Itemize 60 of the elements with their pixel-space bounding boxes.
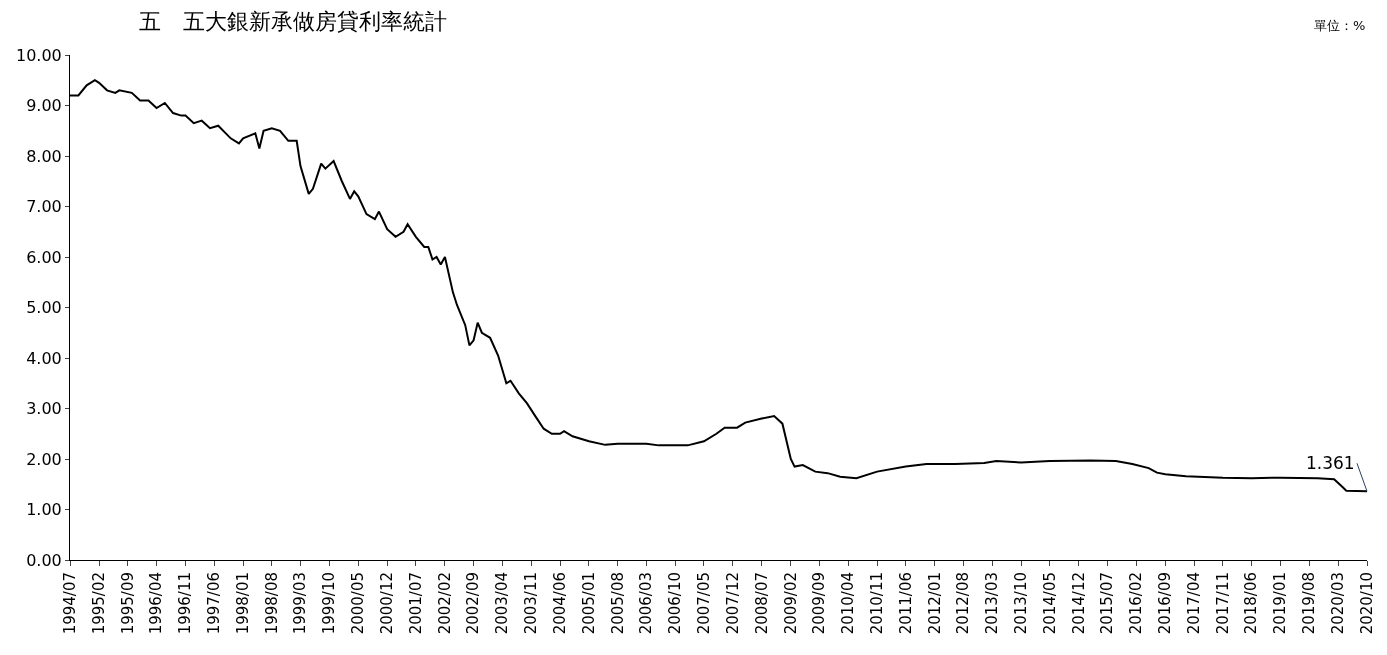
x-tick-label: 2004/06: [550, 572, 569, 635]
y-tick-label: 2.00: [26, 449, 62, 469]
y-tick-label: 3.00: [26, 399, 62, 419]
x-tick-label: 2003/04: [493, 572, 512, 635]
x-tick-label: 2014/05: [1040, 572, 1059, 635]
y-tick-label: 8.00: [26, 146, 62, 166]
x-tick-label: 2006/03: [637, 572, 656, 635]
x-tick-label: 1996/11: [176, 572, 195, 635]
chart-title: 五 五大銀新承做房貸利率統計: [138, 8, 447, 34]
x-tick-label: 2017/04: [1184, 572, 1203, 635]
x-tick-label: 2000/05: [349, 572, 368, 635]
x-tick-label: 2018/06: [1242, 572, 1261, 635]
y-tick-label: 4.00: [26, 348, 62, 368]
x-tick-label: 2005/01: [579, 572, 598, 635]
x-tick-label: 2013/03: [983, 572, 1002, 635]
x-tick-label: 1997/06: [205, 572, 224, 635]
annotation: 1.361: [1306, 453, 1355, 473]
x-tick-label: 2002/09: [464, 572, 483, 635]
x-tick-label: 2003/11: [522, 572, 541, 635]
y-tick-label: 9.00: [26, 96, 62, 116]
x-tick-label: 2016/02: [1127, 572, 1146, 635]
y-tick-label: 0.00: [26, 550, 62, 570]
x-tick-label: 2008/07: [752, 572, 771, 635]
x-tick-label: 2019/08: [1300, 572, 1319, 635]
x-tick-label: 2012/01: [925, 572, 944, 635]
x-tick-label: 1995/02: [89, 572, 108, 635]
y-tick-label: 1.00: [26, 500, 62, 520]
x-tick-label: 2006/10: [666, 572, 685, 635]
y-tick-label: 7.00: [26, 197, 62, 217]
x-tick-label: 2007/12: [723, 572, 742, 635]
x-tick-label: 1999/10: [320, 572, 339, 635]
x-tick-label: 2005/08: [608, 572, 627, 635]
x-tick-label: 2009/02: [781, 572, 800, 635]
x-tick-label: 2007/05: [694, 572, 713, 635]
x-tick-label: 1998/01: [234, 572, 253, 635]
x-tick-label: 2015/07: [1098, 572, 1117, 635]
text: 單位：%: [1314, 18, 1366, 33]
x-tick-label: 2020/10: [1357, 572, 1376, 635]
x-tick-label: 2009/09: [810, 572, 829, 635]
x-tick-label: 2000/12: [378, 572, 397, 635]
y-tick-label: 10.00: [15, 45, 62, 65]
x-tick-label: 2010/11: [867, 572, 886, 635]
x-tick-label: 2011/06: [896, 572, 915, 635]
x-tick-label: 1995/09: [118, 572, 137, 635]
x-tick-label: 2014/12: [1069, 572, 1088, 635]
x-tick-label: 2013/10: [1012, 572, 1031, 635]
x-tick-label: 2019/01: [1271, 572, 1290, 635]
x-tick-label: 2016/09: [1156, 572, 1175, 635]
x-tick-label: 1999/03: [291, 572, 310, 635]
x-tick-label: 2002/02: [435, 572, 454, 635]
y-tick-label: 5.00: [26, 298, 62, 318]
x-tick-label: 2012/08: [954, 572, 973, 635]
x-tick-label: 1994/07: [60, 572, 79, 635]
x-tick-label: 2017/11: [1213, 572, 1232, 635]
x-tick-label: 2010/04: [839, 572, 858, 635]
x-tick-label: 2001/07: [406, 572, 425, 635]
x-tick-label: 1998/08: [262, 572, 281, 635]
x-tick-label: 1996/04: [147, 572, 166, 635]
y-tick-label: 6.00: [26, 247, 62, 267]
x-tick-label: 2020/03: [1328, 572, 1347, 635]
